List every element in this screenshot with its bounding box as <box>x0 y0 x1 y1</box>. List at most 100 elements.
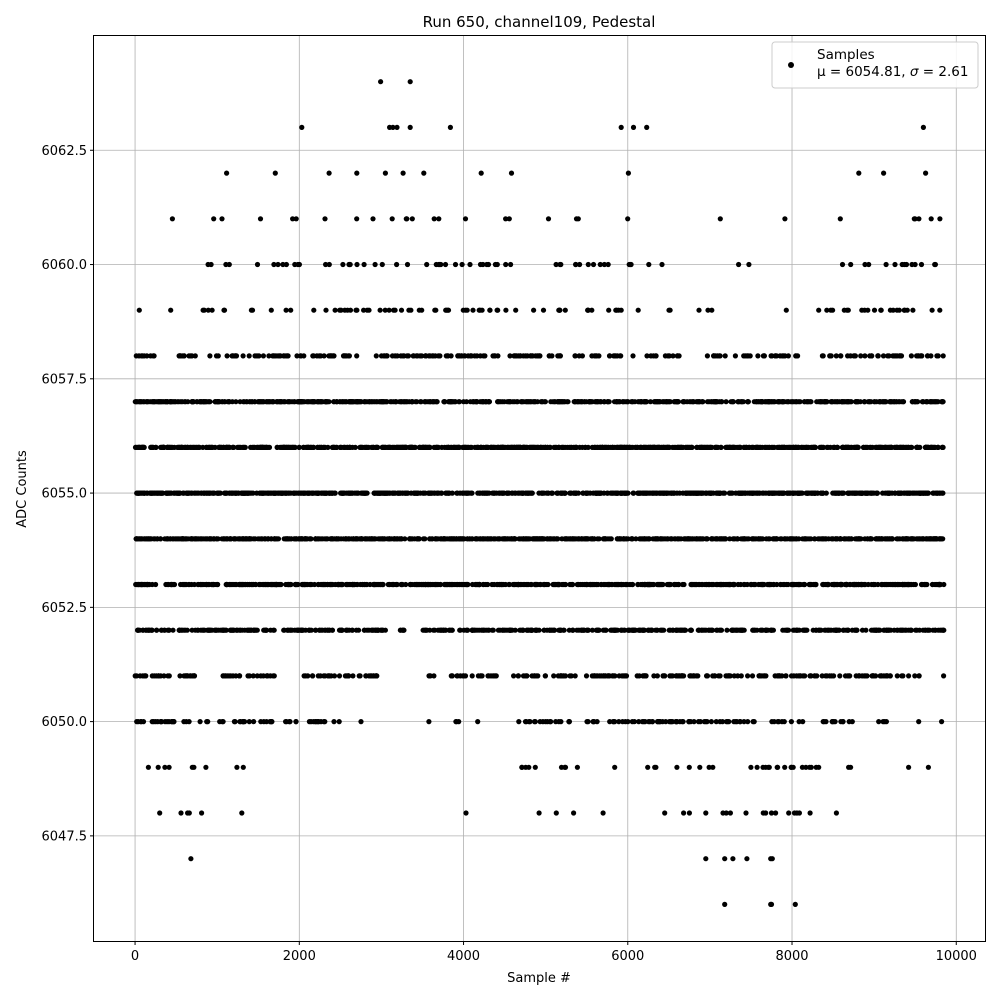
data-point <box>354 353 360 359</box>
data-point <box>883 261 889 268</box>
data-point <box>274 581 280 588</box>
data-point <box>242 490 248 496</box>
data-point <box>547 444 553 450</box>
data-point <box>260 353 266 359</box>
data-point <box>932 261 939 268</box>
data-point <box>484 490 490 496</box>
data-point <box>842 581 848 588</box>
data-point <box>452 261 459 268</box>
data-point <box>681 399 687 405</box>
data-point <box>433 261 439 268</box>
data-point <box>564 536 570 542</box>
data-point <box>176 627 182 633</box>
data-point <box>379 261 385 268</box>
data-point <box>635 307 641 313</box>
data-point <box>560 399 566 405</box>
data-point <box>882 490 888 496</box>
data-point <box>465 444 471 450</box>
data-point <box>585 627 591 633</box>
data-point <box>135 627 141 633</box>
data-point <box>144 353 150 359</box>
data-point <box>467 261 473 268</box>
data-point <box>756 536 762 542</box>
data-point <box>389 216 395 222</box>
data-point <box>348 536 354 542</box>
data-point <box>572 353 578 359</box>
data-point <box>882 536 888 542</box>
data-point <box>582 399 588 405</box>
data-point <box>239 627 245 633</box>
data-point <box>372 261 378 268</box>
data-point <box>585 307 591 313</box>
data-point <box>636 627 642 633</box>
data-point <box>132 399 138 405</box>
data-point <box>940 490 946 496</box>
data-point <box>924 353 931 359</box>
data-point <box>390 124 396 130</box>
data-point <box>283 307 289 313</box>
data-point <box>139 490 145 496</box>
data-point <box>153 581 159 588</box>
data-point <box>441 627 447 633</box>
data-point <box>205 261 211 268</box>
data-point <box>746 261 752 268</box>
data-point <box>841 399 847 405</box>
data-point <box>149 399 155 405</box>
data-point <box>784 627 790 633</box>
data-point <box>729 399 735 405</box>
data-point <box>606 581 613 588</box>
data-point <box>275 261 281 268</box>
data-point <box>802 536 808 542</box>
data-point <box>579 353 586 359</box>
data-point <box>533 353 539 359</box>
data-point <box>469 490 475 496</box>
data-point <box>259 399 265 405</box>
data-point <box>346 627 352 633</box>
data-point <box>283 490 289 496</box>
data-point <box>744 581 750 588</box>
data-point <box>254 261 261 268</box>
data-point <box>560 581 567 588</box>
data-point <box>157 399 163 405</box>
data-point <box>928 399 934 405</box>
data-point <box>208 490 214 496</box>
data-point <box>316 627 322 633</box>
data-point <box>361 399 367 405</box>
data-point <box>732 353 739 359</box>
data-point <box>658 490 665 496</box>
data-point <box>902 581 908 588</box>
data-point <box>148 627 154 633</box>
data-point <box>881 627 887 633</box>
data-point <box>927 536 934 542</box>
data-point <box>651 581 657 588</box>
data-point <box>817 399 823 405</box>
data-point <box>670 490 677 496</box>
data-point <box>240 444 246 450</box>
data-point <box>485 261 492 268</box>
data-point <box>298 399 304 405</box>
data-point <box>503 307 509 313</box>
data-point <box>698 627 704 633</box>
data-point <box>807 399 814 405</box>
data-point <box>929 581 936 588</box>
data-point <box>200 307 206 313</box>
data-point <box>615 536 621 542</box>
data-point <box>252 536 258 542</box>
data-point <box>752 581 758 588</box>
data-point <box>224 353 230 359</box>
data-point <box>566 627 572 633</box>
data-point <box>305 444 311 450</box>
data-point <box>592 399 599 405</box>
data-point <box>513 307 519 313</box>
data-point <box>577 261 583 268</box>
data-point <box>737 444 743 450</box>
data-point <box>755 353 761 359</box>
data-point <box>274 444 280 450</box>
data-point <box>602 536 608 542</box>
data-point <box>394 581 400 588</box>
data-point <box>426 490 432 496</box>
data-point <box>166 444 172 450</box>
data-point <box>164 490 170 496</box>
data-point <box>422 399 428 405</box>
